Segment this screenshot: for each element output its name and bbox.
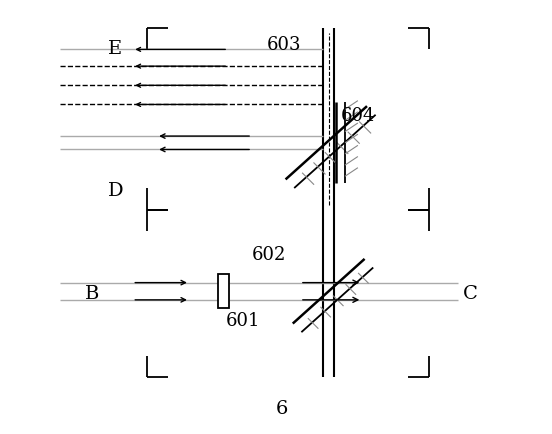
Text: 6: 6 xyxy=(276,400,288,418)
Bar xyxy=(218,274,229,308)
Text: C: C xyxy=(463,285,477,302)
Text: 604: 604 xyxy=(341,108,375,125)
Text: D: D xyxy=(108,182,124,200)
Text: B: B xyxy=(84,285,99,302)
Text: 601: 601 xyxy=(226,312,260,330)
Text: 602: 602 xyxy=(252,247,286,264)
Text: 603: 603 xyxy=(267,36,301,53)
Text: E: E xyxy=(108,40,123,59)
